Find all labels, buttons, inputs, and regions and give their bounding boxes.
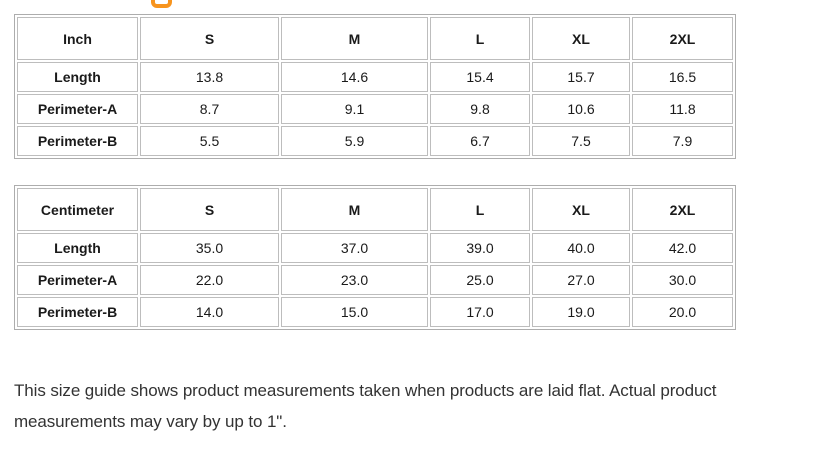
size-header-l: L	[430, 188, 530, 231]
measurement-cell: 13.8	[140, 62, 279, 92]
inch-size-table: Inch S M L XL 2XL Length 13.8 14.6 15.4 …	[14, 14, 736, 159]
row-label: Length	[17, 233, 138, 263]
measurement-cell: 25.0	[430, 265, 530, 295]
measurement-cell: 20.0	[632, 297, 733, 327]
measurement-cell: 9.1	[281, 94, 428, 124]
measurement-cell: 15.7	[532, 62, 630, 92]
measurement-cell: 7.9	[632, 126, 733, 156]
row-label: Perimeter-A	[17, 94, 138, 124]
size-header-xl: XL	[532, 17, 630, 60]
row-label: Perimeter-B	[17, 126, 138, 156]
size-guide-note: This size guide shows product measuremen…	[14, 381, 717, 431]
measurement-cell: 5.5	[140, 126, 279, 156]
measurement-cell: 9.8	[430, 94, 530, 124]
measurement-cell: 37.0	[281, 233, 428, 263]
measurement-cell: 39.0	[430, 233, 530, 263]
size-header-m: M	[281, 188, 428, 231]
measurement-cell: 22.0	[140, 265, 279, 295]
table-row-perimeter-b: Perimeter-B 5.5 5.9 6.7 7.5 7.9	[17, 126, 733, 156]
measurement-cell: 30.0	[632, 265, 733, 295]
centimeter-size-table: Centimeter S M L XL 2XL Length 35.0 37.0…	[14, 185, 736, 330]
measurement-cell: 15.0	[281, 297, 428, 327]
measurement-cell: 11.8	[632, 94, 733, 124]
table-row-perimeter-a: Perimeter-A 22.0 23.0 25.0 27.0 30.0	[17, 265, 733, 295]
measurement-cell: 14.6	[281, 62, 428, 92]
measurement-cell: 27.0	[532, 265, 630, 295]
measurement-cell: 16.5	[632, 62, 733, 92]
table-row-length: Length 13.8 14.6 15.4 15.7 16.5	[17, 62, 733, 92]
unit-header-cell: Inch	[17, 17, 138, 60]
measurement-cell: 17.0	[430, 297, 530, 327]
measurement-cell: 7.5	[532, 126, 630, 156]
table-gap	[14, 159, 810, 185]
table-row-length: Length 35.0 37.0 39.0 40.0 42.0	[17, 233, 733, 263]
measurement-cell: 42.0	[632, 233, 733, 263]
size-guide-content: Inch S M L XL 2XL Length 13.8 14.6 15.4 …	[14, 14, 810, 437]
measurement-cell: 35.0	[140, 233, 279, 263]
table-row-perimeter-b: Perimeter-B 14.0 15.0 17.0 19.0 20.0	[17, 297, 733, 327]
row-label: Perimeter-A	[17, 265, 138, 295]
size-header-xl: XL	[532, 188, 630, 231]
measurement-cell: 6.7	[430, 126, 530, 156]
row-label: Length	[17, 62, 138, 92]
measurement-cell: 8.7	[140, 94, 279, 124]
cropped-orange-heading-glyph-icon	[151, 0, 172, 8]
measurement-cell: 23.0	[281, 265, 428, 295]
measurement-cell: 40.0	[532, 233, 630, 263]
size-header-2xl: 2XL	[632, 188, 733, 231]
size-header-l: L	[430, 17, 530, 60]
row-label: Perimeter-B	[17, 297, 138, 327]
measurement-cell: 19.0	[532, 297, 630, 327]
inch-header-row: Inch S M L XL 2XL	[17, 17, 733, 60]
unit-header-cell: Centimeter	[17, 188, 138, 231]
size-header-s: S	[140, 188, 279, 231]
measurement-cell: 14.0	[140, 297, 279, 327]
table-row-perimeter-a: Perimeter-A 8.7 9.1 9.8 10.6 11.8	[17, 94, 733, 124]
size-header-2xl: 2XL	[632, 17, 733, 60]
measurement-cell: 10.6	[532, 94, 630, 124]
measurement-cell: 5.9	[281, 126, 428, 156]
size-header-m: M	[281, 17, 428, 60]
size-header-s: S	[140, 17, 279, 60]
measurement-cell: 15.4	[430, 62, 530, 92]
centimeter-header-row: Centimeter S M L XL 2XL	[17, 188, 733, 231]
